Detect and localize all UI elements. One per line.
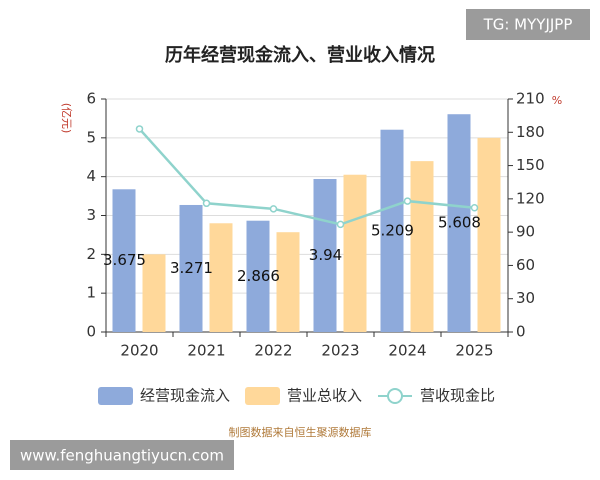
- legend-label: 经营现金流入: [140, 387, 230, 405]
- y-axis-label: (亿元): [60, 103, 73, 134]
- y2-tick-label: 120: [516, 189, 545, 207]
- watermark: TG: MYYJJPP: [483, 16, 573, 34]
- legend-label: 营收现金比: [420, 387, 495, 405]
- bar: [112, 189, 136, 332]
- bar: [343, 174, 367, 332]
- point: [403, 197, 412, 205]
- bar: [246, 220, 270, 332]
- y2-tick-label: 150: [516, 156, 545, 174]
- y-tick-label: 6: [86, 90, 96, 108]
- legend-label: 营业总收入: [287, 387, 362, 405]
- bar: [447, 114, 471, 333]
- y2-axis-label: %: [552, 94, 562, 107]
- y-tick-label: 1: [86, 284, 96, 302]
- legend-swatch: [98, 387, 133, 405]
- y-tick-label: 4: [86, 167, 96, 185]
- y-tick-label: 0: [86, 323, 96, 341]
- watermark-box: [466, 9, 590, 40]
- x-tick-label: 2024: [388, 342, 426, 360]
- y2-tick-label: 180: [516, 123, 545, 141]
- y-tick-label: 2: [86, 245, 96, 263]
- y2-tick-label: 30: [516, 289, 535, 307]
- y-tick-label: 5: [86, 128, 96, 146]
- point: [135, 125, 144, 133]
- bar: [179, 204, 203, 332]
- line: [138, 128, 475, 226]
- data-label: 3.271: [170, 259, 213, 277]
- y2-tick-label: 0: [516, 323, 526, 341]
- bar: [410, 161, 434, 332]
- point: [470, 203, 479, 212]
- y2-tick-label: 90: [516, 223, 535, 241]
- bar: [209, 223, 233, 332]
- data-label: 2.866: [237, 267, 280, 285]
- bar: [313, 178, 337, 332]
- chart-title: 历年经营现金流入、营业收入情况: [165, 44, 435, 66]
- bar: [276, 232, 300, 332]
- source-note: 制图数据来自恒生聚源数据库: [229, 425, 372, 439]
- bar: [477, 137, 501, 332]
- point: [336, 220, 345, 229]
- data-label: 5.608: [438, 214, 481, 232]
- x-tick-label: 2022: [254, 342, 292, 360]
- watermark-box: [10, 440, 234, 470]
- x-tick-label: 2025: [455, 342, 493, 360]
- point: [202, 199, 211, 208]
- bar: [380, 129, 404, 332]
- bar: [142, 254, 166, 332]
- x-tick-label: 2021: [187, 342, 225, 360]
- legend-swatch: [245, 387, 280, 405]
- y-tick-label: 3: [86, 206, 96, 224]
- x-tick-label: 2023: [321, 342, 359, 360]
- watermark: www.fenghuangtiyucn.com: [20, 447, 224, 465]
- y2-tick-label: 60: [516, 256, 535, 274]
- legend-swatch: [387, 388, 403, 404]
- point: [269, 205, 278, 213]
- data-label: 5.209: [371, 221, 414, 239]
- data-label: 3.675: [103, 251, 146, 269]
- y2-tick-label: 210: [516, 90, 545, 108]
- x-tick-label: 2020: [120, 342, 158, 360]
- data-label: 3.94: [309, 246, 342, 264]
